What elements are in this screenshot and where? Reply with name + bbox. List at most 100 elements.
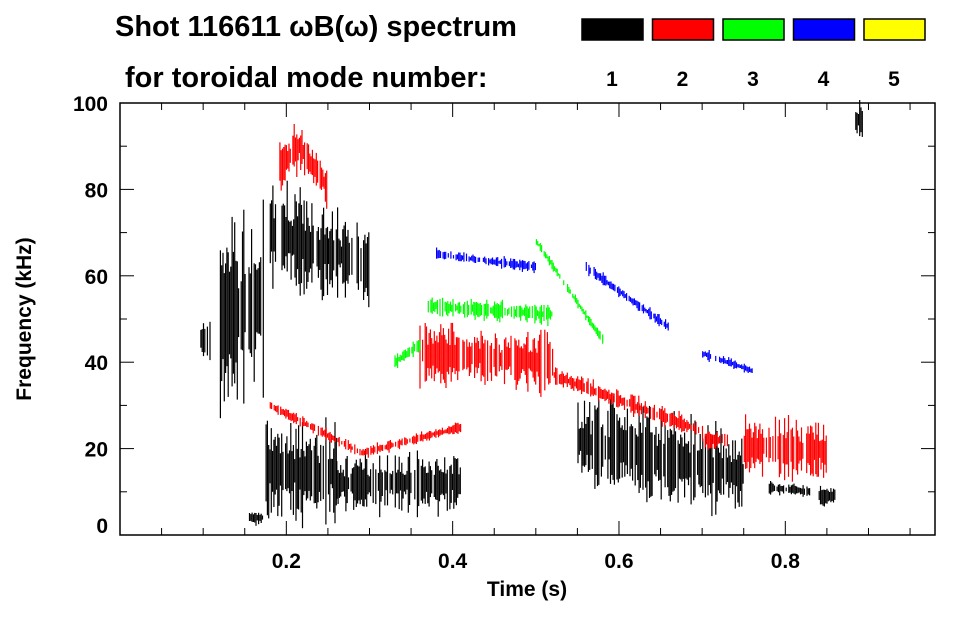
mode-2-streak — [419, 325, 421, 389]
mode-1-streak — [244, 274, 246, 333]
mode-4-streak — [730, 358, 732, 367]
mode-1-streak — [304, 456, 306, 492]
mode-3-streak — [397, 353, 399, 368]
mode-2-feature — [553, 367, 704, 442]
mode-1-streak — [768, 483, 770, 494]
mode-1-streak — [362, 469, 364, 507]
mode-3-streak — [486, 299, 488, 319]
mode-1-streak — [341, 472, 343, 492]
mode-2-streak — [362, 449, 364, 456]
mode-4-streak — [706, 352, 708, 357]
mode-2-streak — [811, 426, 813, 474]
mode-2-streak — [780, 433, 782, 474]
mode-1-streak — [313, 445, 315, 504]
mode-2-streak — [326, 433, 329, 438]
mode-4-streak — [748, 366, 751, 372]
mode-4-streak — [503, 256, 505, 268]
mode-3-streak — [520, 305, 522, 321]
mode-2-streak — [474, 337, 476, 378]
mode-1-streak — [741, 438, 743, 507]
mode-3-streak — [578, 303, 580, 307]
mode-4-streak — [602, 272, 604, 286]
mode-1-streak — [796, 486, 798, 494]
mode-4-streak — [707, 352, 709, 361]
mode-1-streak — [423, 467, 425, 499]
mode-4-streak — [639, 302, 641, 311]
mode-4-streak — [709, 354, 712, 359]
mode-4-streak — [519, 259, 521, 271]
mode-2-streak — [688, 423, 691, 429]
mode-2-streak — [514, 338, 516, 380]
mode-3-streak — [483, 304, 485, 321]
mode-2-streak — [323, 176, 325, 189]
mode-4-streak — [644, 307, 646, 312]
mode-1-streak — [708, 448, 710, 486]
mode-1-streak — [668, 437, 670, 496]
mode-1-streak — [414, 470, 416, 500]
mode-4-streak — [597, 273, 599, 278]
mode-3-streak — [504, 307, 506, 316]
mode-4-streak — [475, 256, 477, 263]
mode-1-streak — [330, 458, 332, 485]
mode-2-streak — [445, 339, 447, 388]
mode-2-streak — [539, 334, 541, 394]
mode-2-streak — [613, 393, 615, 403]
mode-4-streak — [601, 275, 603, 283]
mode-1-streak — [793, 483, 795, 494]
mode-1-streak — [831, 491, 833, 501]
mode-3-streak — [403, 350, 405, 361]
mode-1-streak — [367, 474, 369, 495]
mode-3-streak — [525, 304, 527, 321]
mode-1-streak — [770, 481, 772, 495]
mode-4-streak — [645, 309, 647, 313]
mode-1-streak — [307, 446, 309, 499]
mode-2-streak — [726, 434, 728, 447]
mode-2-streak — [431, 338, 433, 379]
mode-4-streak — [665, 319, 667, 329]
mode-2-streak — [791, 427, 793, 482]
mode-1-streak — [325, 417, 327, 525]
mode-4-streak — [661, 319, 663, 326]
mode-2-streak — [782, 434, 784, 464]
mode-2-streak — [467, 346, 469, 368]
mode-2-streak — [629, 399, 631, 407]
mode-3-streak — [406, 351, 408, 358]
mode-2-streak — [468, 342, 470, 376]
mode-2-streak — [286, 409, 288, 417]
mode-3-streak — [436, 300, 438, 315]
mode-4-streak — [734, 360, 736, 368]
mode-4-streak — [438, 249, 440, 259]
mode-4-streak — [654, 313, 656, 323]
mode-1-streak — [248, 267, 250, 350]
mode-2-streak — [302, 145, 304, 159]
mode-1-streak — [399, 471, 402, 491]
mode-1-streak — [637, 436, 639, 481]
mode-1-streak — [436, 459, 438, 500]
mode-3-streak — [589, 316, 591, 326]
mode-2-streak — [317, 425, 319, 436]
mode-1-streak — [337, 207, 339, 298]
y-tick-label: 100 — [73, 93, 108, 116]
mode-2-streak — [294, 137, 297, 162]
mode-1-streak — [254, 512, 256, 523]
mode-1-streak — [360, 248, 362, 282]
mode-2-streak — [287, 409, 290, 420]
mode-2-streak — [707, 431, 709, 450]
mode-1-streak — [734, 440, 736, 509]
mode-1-streak — [771, 482, 773, 493]
mode-2-streak — [523, 343, 525, 372]
mode-2-streak — [443, 430, 445, 434]
mode-2-streak — [603, 389, 605, 399]
mode-1-streak — [359, 458, 361, 505]
legend-swatch-mode-4 — [792, 18, 856, 41]
mode-1-streak — [405, 474, 407, 495]
mode-1-streak — [580, 427, 582, 451]
mode-2-streak — [453, 424, 455, 434]
mode-2-streak — [755, 426, 757, 462]
mode-4-streak — [719, 356, 721, 363]
mode-4-streak — [614, 284, 616, 292]
mode-1-streak — [262, 199, 264, 398]
mode-2-streak — [285, 408, 287, 419]
mode-3-streak — [574, 294, 576, 303]
mode-1-streak — [370, 469, 372, 497]
